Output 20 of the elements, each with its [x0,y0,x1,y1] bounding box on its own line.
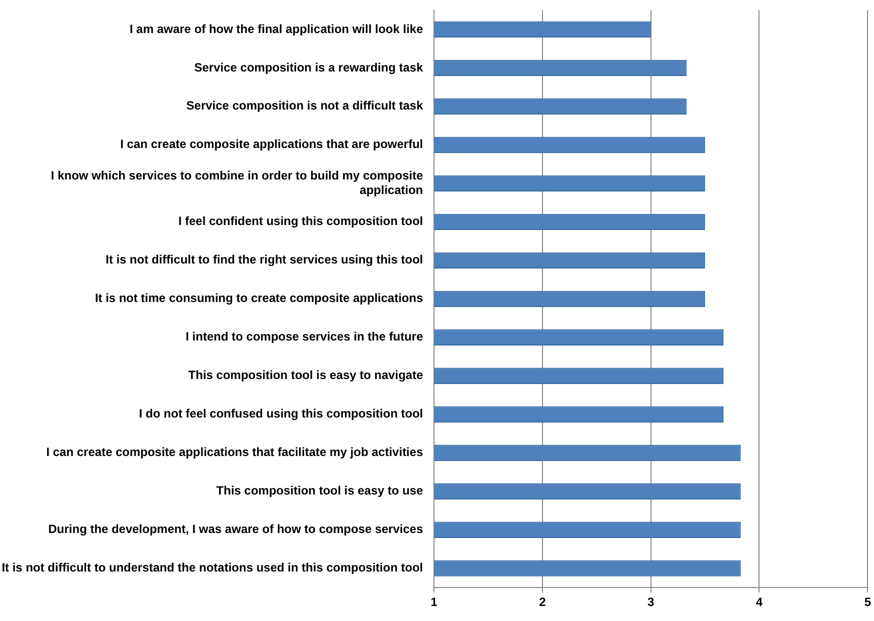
y-tick-label: This composition tool is easy to use [216,484,424,498]
y-tick-label: I can create composite applications that facilitate my job activities [46,445,424,460]
y-tick-label: Service composition is not a difficult task [186,98,424,113]
y-tick-label: During the development, I was aware of how to compose services [48,522,424,536]
y-tick-label: I can create composite applications that are powerful [120,137,423,152]
y-tick-label: I intend to compose services in the future [186,330,424,344]
y-tick-label: I know which services to combine in order to build my composite application [50,168,424,197]
y-tick-label: It is not difficult to understand the notations used in this composition tool [2,560,423,575]
y-tick-label: I am aware of how the final application will look like [130,22,424,36]
x-tick-label: 4 [756,595,763,610]
y-tick-label: I feel confident using this composition tool [178,214,423,228]
x-tick-label: 1 [430,595,438,610]
x-tick-label: 2 [539,595,546,610]
y-tick-label: I do not feel confused using this composition tool [139,406,423,421]
y-tick-label: This composition tool is easy to navigate [188,368,424,382]
y-tick-label: It is not difficult to find the right services using this tool [106,252,423,267]
y-tick-label: Service composition is a rewarding task [194,60,424,74]
y-tick-label: It is not time consuming to create composite applications [94,291,424,306]
x-tick-label: 3 [647,595,654,610]
x-tick-label: 5 [864,595,872,610]
